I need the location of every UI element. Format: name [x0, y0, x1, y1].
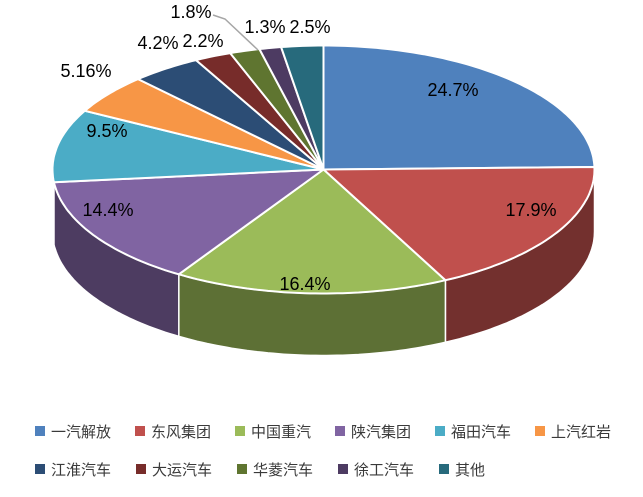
pie-slice-4: [51, 109, 325, 184]
legend-item-4: 福田汽车: [435, 421, 535, 442]
legend-swatch-icon: [35, 464, 45, 474]
legend-label: 福田汽车: [451, 423, 512, 441]
legend-swatch-icon: [535, 426, 545, 436]
legend-label: 其他: [455, 461, 486, 479]
legend-swatch-icon: [338, 464, 348, 474]
legend-item-9: 徐工汽车: [338, 459, 439, 480]
legend-label: 徐工汽车: [354, 461, 415, 479]
legend-row-0: 一汽解放 东风集团 中国重汽 陕汽集团 福田汽车 上汽红岩: [35, 421, 635, 441]
pie-slice-0: [322, 44, 596, 171]
legend-item-8: 华菱汽车: [237, 459, 338, 480]
legend-label: 一汽解放: [51, 423, 112, 441]
legend-label: 大运汽车: [152, 461, 213, 479]
pie-slice-6: [137, 59, 325, 171]
legend-swatch-icon: [335, 426, 345, 436]
legend-label: 中国重汽: [251, 423, 312, 441]
pie-slice-2: [177, 168, 447, 295]
pie-3d-canvas: [51, 14, 596, 357]
legend-item-5: 上汽红岩: [535, 421, 635, 442]
legend-swatch-icon: [439, 464, 449, 474]
legend-label: 上汽红岩: [551, 423, 612, 441]
legend-label: 江淮汽车: [51, 461, 112, 479]
legend-label: 陕汽集团: [351, 423, 412, 441]
legend-item-7: 大运汽车: [136, 459, 237, 480]
legend-swatch-icon: [235, 426, 245, 436]
pie-slice-10: [280, 44, 325, 171]
chart-legend: 一汽解放 东风集团 中国重汽 陕汽集团 福田汽车 上汽红岩江淮汽车 大运汽车 华菱汽车 徐工汽车…: [35, 421, 635, 497]
legend-label: 华菱汽车: [253, 461, 314, 479]
legend-label: 东风集团: [151, 423, 212, 441]
pie-slice-7: [195, 52, 325, 171]
legend-item-3: 陕汽集团: [335, 421, 435, 442]
legend-item-0: 一汽解放: [35, 421, 135, 442]
legend-swatch-icon: [135, 426, 145, 436]
pie-slice-1: [322, 166, 596, 282]
legend-swatch-icon: [435, 426, 445, 436]
pie-slice-5: [83, 78, 325, 171]
legend-item-1: 东风集团: [135, 421, 235, 442]
legend-row-1: 江淮汽车 大运汽车 华菱汽车 徐工汽车 其他: [35, 459, 635, 479]
legend-swatch-icon: [35, 426, 45, 436]
legend-item-10: 其他: [439, 459, 540, 480]
legend-item-2: 中国重汽: [235, 421, 335, 442]
pie-slice-3: [52, 168, 325, 276]
legend-item-6: 江淮汽车: [35, 459, 136, 480]
legend-swatch-icon: [136, 464, 146, 474]
leader-line-8: [212, 14, 259, 51]
legend-swatch-icon: [237, 464, 247, 474]
